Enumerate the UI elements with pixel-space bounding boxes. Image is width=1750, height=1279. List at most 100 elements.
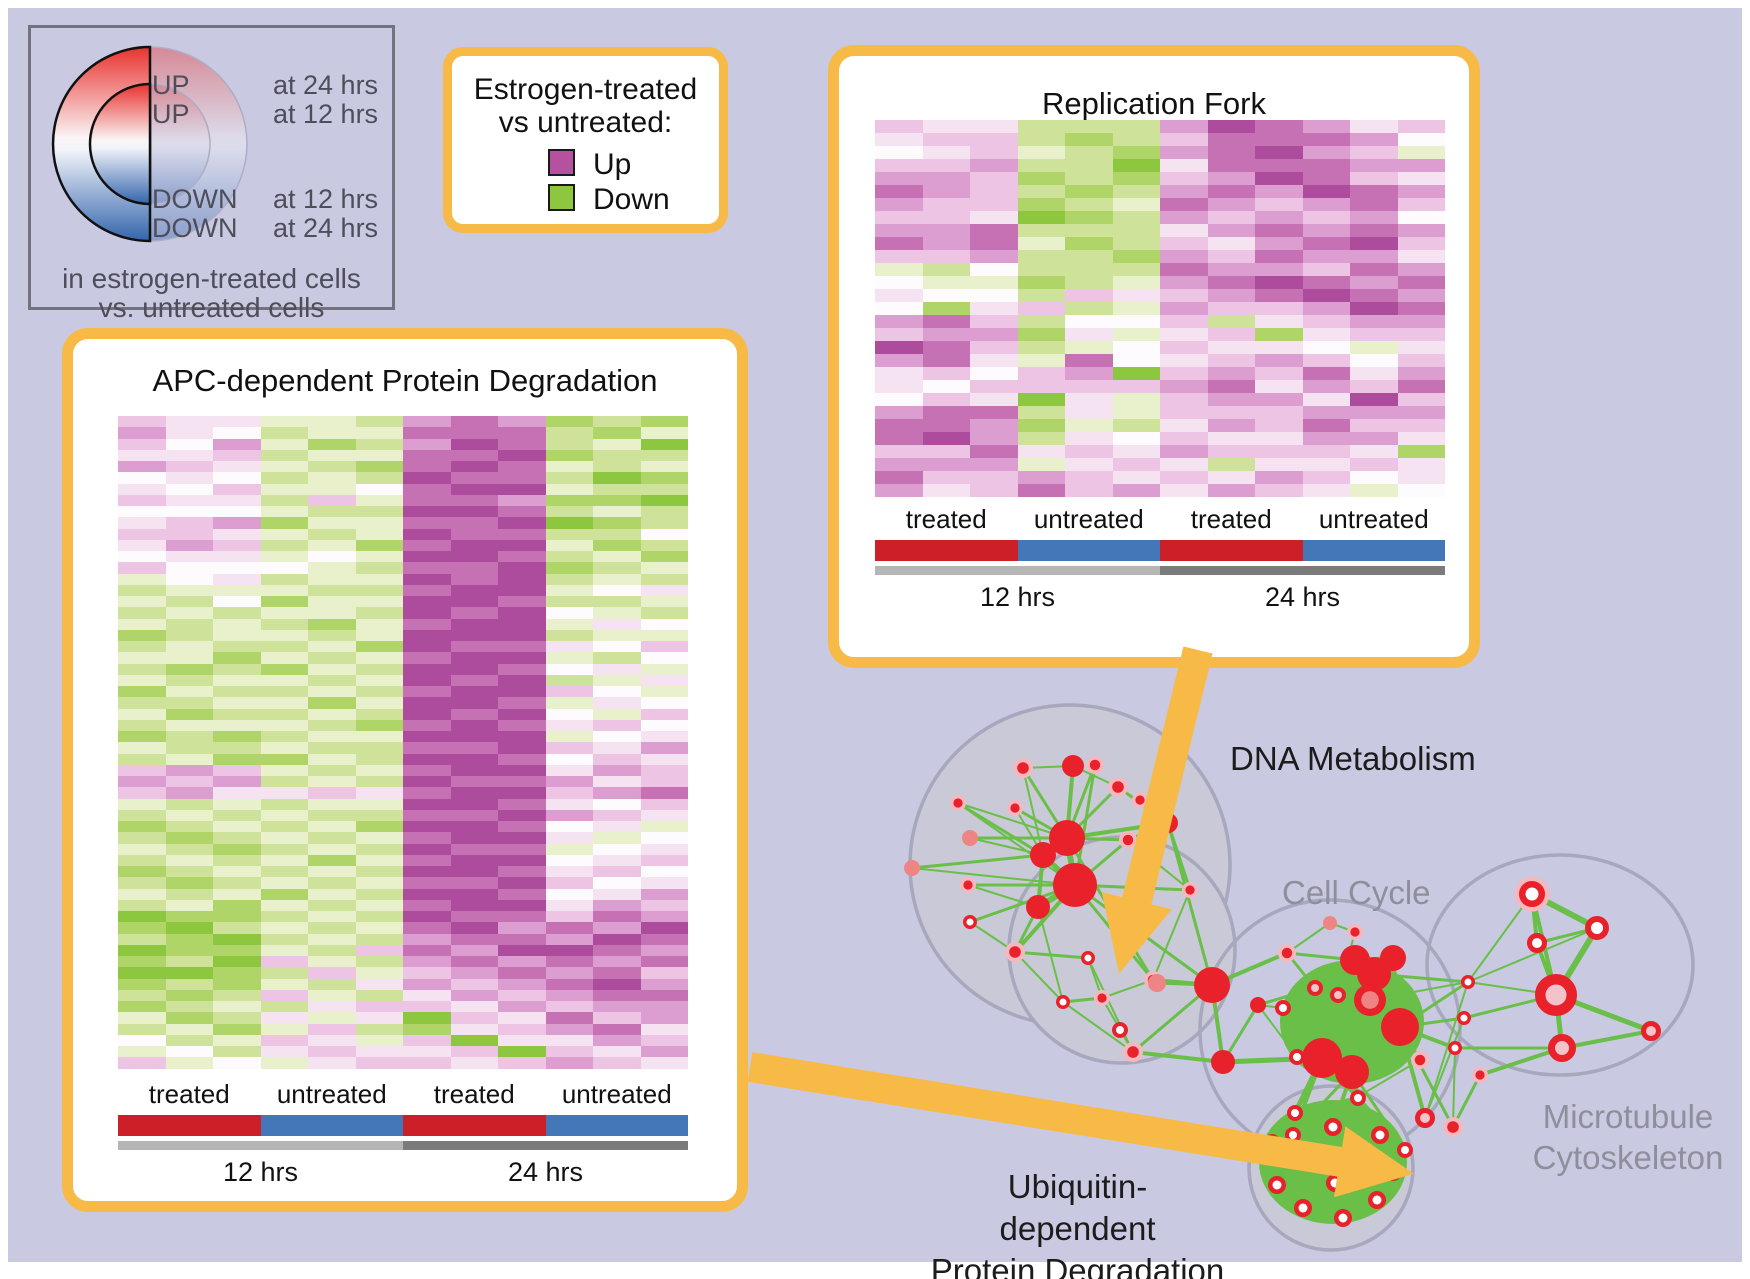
heatmap-cell (450, 551, 498, 563)
heatmap-cell (213, 731, 261, 743)
heatmap-cell (545, 809, 593, 821)
heatmap-cell (450, 641, 498, 653)
heatmap-cell (1207, 120, 1255, 133)
heatmap-cell (498, 528, 546, 540)
network-edge (911, 853, 1044, 870)
heatmap-cell (403, 933, 451, 945)
heatmap-cell (1255, 289, 1303, 302)
heatmap-cell (213, 584, 261, 596)
heatmap-cell (1017, 341, 1065, 354)
heatmap-cell (118, 933, 166, 945)
heatmap-cell (498, 596, 546, 608)
heatmap-cell (593, 573, 641, 585)
replication-fork-group-bars (875, 540, 1445, 561)
heatmap-cell (403, 506, 451, 518)
heatmap-cell (260, 888, 308, 900)
heatmap-cell (403, 551, 451, 563)
heatmap-cell (355, 573, 403, 585)
heatmap-cell (640, 697, 688, 709)
heatmap-row (118, 1057, 688, 1069)
heatmap-cell (308, 922, 356, 934)
heatmap-cell (165, 843, 213, 855)
heatmap-cell (118, 956, 166, 968)
heatmap-cell (1302, 406, 1350, 419)
heatmap-cell (1302, 159, 1350, 172)
heatmap-cell (1350, 120, 1398, 133)
heatmap-cell (165, 551, 213, 563)
legend-title-line1: Estrogen-treated (473, 73, 698, 106)
heatmap-cell (922, 185, 970, 198)
heatmap-cell (165, 607, 213, 619)
heatmap-cell (403, 641, 451, 653)
heatmap-cell (213, 933, 261, 945)
heatmap-cell (875, 406, 923, 419)
replication-fork-group-labels: treated untreated treated untreated (875, 504, 1445, 535)
heatmap-cell (1112, 146, 1160, 159)
heatmap-cell (260, 697, 308, 709)
heatmap-cell (355, 686, 403, 698)
network-node (1371, 1126, 1389, 1144)
network-node (904, 860, 920, 876)
heatmap-cell (593, 764, 641, 776)
network-edge (1479, 1046, 1563, 1077)
heatmap-cell (118, 528, 166, 540)
heatmap-cell (1350, 406, 1398, 419)
heatmap-cell (593, 854, 641, 866)
network-node (1457, 1011, 1471, 1025)
heatmap-cell (545, 641, 593, 653)
heatmap-cell (213, 449, 261, 461)
heatmap-cell (308, 438, 356, 450)
heatmap-cell (593, 821, 641, 833)
heatmap-cell (1302, 354, 1350, 367)
heatmap-cell (640, 866, 688, 878)
heatmap-cell (260, 1012, 308, 1024)
heatmap-cell (260, 809, 308, 821)
heatmap-cell (308, 629, 356, 641)
network-edge (1369, 981, 1469, 1001)
heatmap-cell (403, 854, 451, 866)
heatmap-cell (640, 776, 688, 788)
key-time: at 12 hrs (273, 99, 379, 129)
heatmap-cell (1302, 198, 1350, 211)
heatmap-cell (403, 1057, 451, 1069)
heatmap-cell (1160, 289, 1208, 302)
heatmap-cell (593, 674, 641, 686)
heatmap-cell (450, 438, 498, 450)
heatmap-cell (450, 911, 498, 923)
heatmap-cell (213, 708, 261, 720)
heatmap-cell (1160, 315, 1208, 328)
heatmap-cell (545, 866, 593, 878)
heatmap-cell (308, 843, 356, 855)
heatmap-cell (640, 854, 688, 866)
heatmap-cell (1255, 354, 1303, 367)
heatmap-cell (498, 753, 546, 765)
heatmap-cell (875, 341, 923, 354)
heatmap-cell (308, 764, 356, 776)
network-node (953, 798, 963, 808)
heatmap-cell (355, 764, 403, 776)
heatmap-cell (355, 821, 403, 833)
heatmap-cell (1302, 393, 1350, 406)
heatmap-cell (640, 528, 688, 540)
heatmap-cell (355, 922, 403, 934)
heatmap-cell (640, 888, 688, 900)
heatmap-cell (545, 618, 593, 630)
heatmap-cell (922, 432, 970, 445)
heatmap-cell (1065, 120, 1113, 133)
key-direction: UP (152, 99, 190, 129)
heatmap-cell (1397, 445, 1445, 458)
heatmap-row (875, 419, 1445, 432)
heatmap-cell (450, 483, 498, 495)
heatmap-cell (213, 821, 261, 833)
heatmap-cell (165, 1057, 213, 1069)
heatmap-cell (118, 866, 166, 878)
heatmap-cell (1350, 367, 1398, 380)
heatmap-cell (545, 708, 593, 720)
heatmap-cell (260, 551, 308, 563)
heatmap-cell (498, 933, 546, 945)
heatmap-row (875, 380, 1445, 393)
heatmap-cell (1112, 133, 1160, 146)
heatmap-cell (308, 866, 356, 878)
heatmap-cell (450, 494, 498, 506)
heatmap-cell (403, 776, 451, 788)
